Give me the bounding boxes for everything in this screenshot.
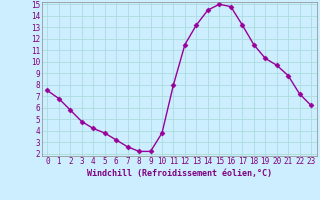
X-axis label: Windchill (Refroidissement éolien,°C): Windchill (Refroidissement éolien,°C) [87,169,272,178]
